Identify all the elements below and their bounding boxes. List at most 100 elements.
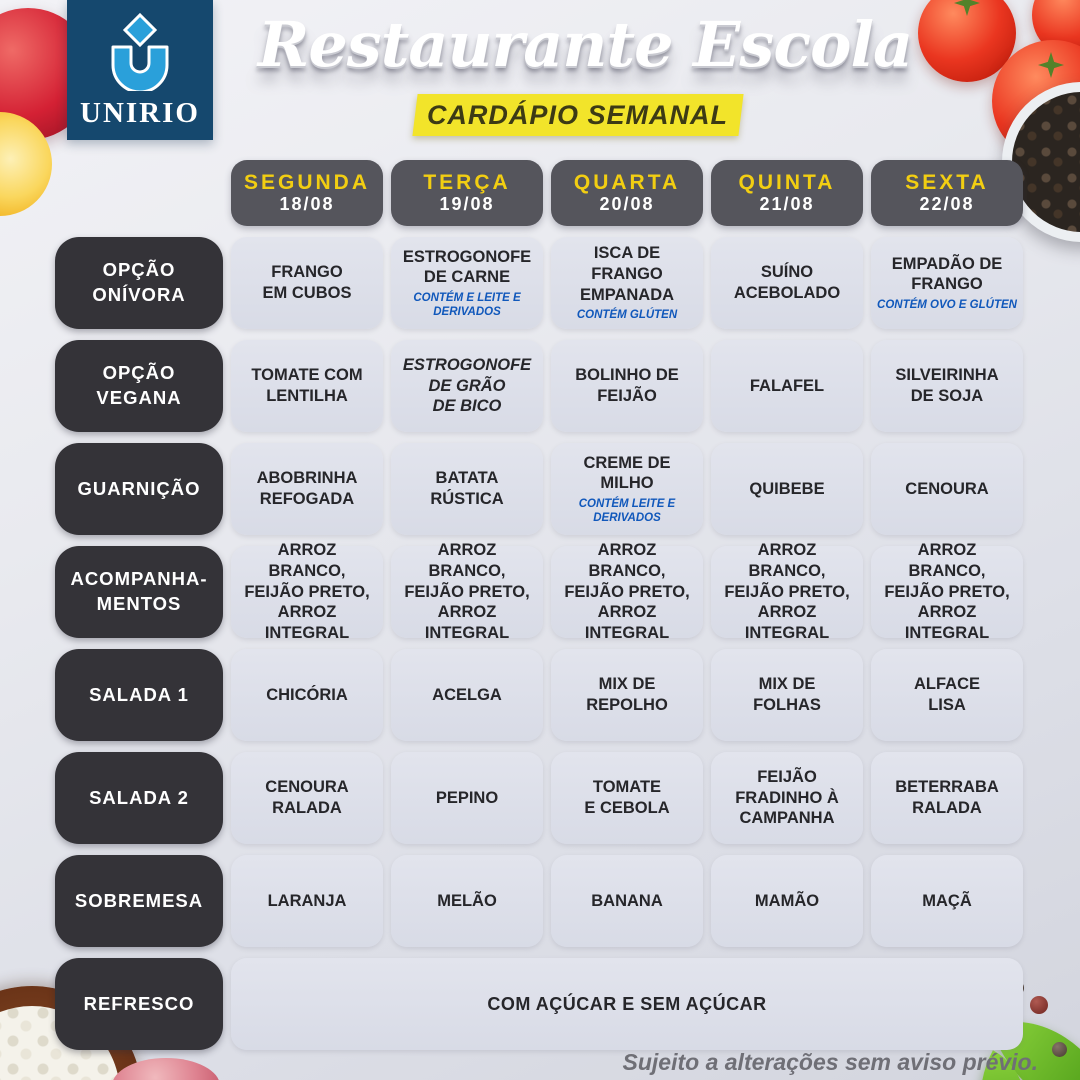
menu-cell-text: PEPINO: [435, 788, 499, 807]
allergen-note: CONTÉM E LEITE E DERIVADOS: [413, 291, 521, 319]
menu-cell: EMPADÃO DE FRANGO CONTÉM OVO E GLÚTEN: [871, 237, 1023, 329]
menu-cell-text: ARROZ BRANCO, FEIJÃO PRETO, ARROZ INTEGR…: [564, 541, 690, 642]
menu-cell: CENOURA RALADA: [231, 752, 383, 844]
menu-cell: LARANJA: [231, 855, 383, 947]
menu-cell: TOMATE E CEBOLA: [551, 752, 703, 844]
menu-cell-text: LARANJA: [267, 891, 347, 910]
menu-cell-text: QUIBEBE: [749, 479, 825, 498]
menu-cell: MELÃO: [391, 855, 543, 947]
menu-cell: BANANA: [551, 855, 703, 947]
menu-cell: ISCA DE FRANGO EMPANADA CONTÉM GLÚTEN: [551, 237, 703, 329]
menu-cell: TOMATE COM LENTILHA: [231, 340, 383, 432]
menu-cell-text: ARROZ BRANCO, FEIJÃO PRETO, ARROZ INTEGR…: [404, 541, 530, 642]
tomato-stem: [954, 0, 980, 16]
menu-cell: MAÇÃ: [871, 855, 1023, 947]
menu-cell: ARROZ BRANCO, FEIJÃO PRETO, ARROZ INTEGR…: [391, 541, 543, 642]
day-name: QUARTA: [573, 170, 681, 194]
menu-cell-text: TOMATE COM LENTILHA: [251, 366, 363, 405]
subtitle-text: CARDÁPIO SEMANAL: [427, 99, 729, 130]
menu-cell: ARROZ BRANCO, FEIJÃO PRETO, ARROZ INTEGR…: [551, 541, 703, 642]
menu-cell: ABOBRINHA REFOGADA: [231, 443, 383, 535]
menu-cell-text: ESTROGONOFE DE CARNE: [402, 247, 532, 287]
menu-cell: ALFACE LISA: [871, 649, 1023, 741]
day-date: 20/08: [599, 193, 655, 214]
menu-cell: SUÍNO ACEBOLADO: [711, 237, 863, 329]
unirio-logo-icon: [111, 13, 169, 91]
day-date: 21/08: [759, 193, 815, 214]
menu-cell-text: BANANA: [591, 891, 663, 910]
menu-cell: BATATA RÚSTICA: [391, 443, 543, 535]
menu-cell-text: MELÃO: [437, 891, 497, 910]
row-label-7: SOBREMESA: [55, 855, 223, 947]
menu-cell-text: ARROZ BRANCO, FEIJÃO PRETO, ARROZ INTEGR…: [724, 541, 850, 642]
menu-cell-text: FRANGO EM CUBOS: [262, 263, 352, 302]
day-date: 22/08: [919, 193, 975, 214]
day-name: SEXTA: [905, 170, 989, 194]
menu-cell-text: CREME DE MILHO: [583, 453, 671, 493]
menu-cell-text: FALAFEL: [749, 376, 825, 395]
row-label-1: OPÇÃO ONÍVORA: [55, 237, 223, 329]
menu-cell-text: SILVEIRINHA DE SOJA: [895, 366, 999, 405]
menu-cell: BOLINHO DE FEIJÃO: [551, 340, 703, 432]
allergen-note: CONTÉM GLÚTEN: [576, 309, 678, 322]
menu-cell-text: ALFACE LISA: [914, 675, 980, 714]
menu-cell-text: MAÇÃ: [922, 891, 972, 910]
menu-cell: FRANGO EM CUBOS: [231, 237, 383, 329]
page-title: Restaurante Escola: [257, 8, 913, 81]
menu-cell-text: ARROZ BRANCO, FEIJÃO PRETO, ARROZ INTEGR…: [884, 541, 1010, 642]
meat-photo: [112, 1058, 220, 1080]
menu-grid: SEGUNDA 18/08 TERÇA 19/08 QUARTA 20/08 QUINTA 2…: [55, 160, 1023, 1050]
menu-cell-text: CENOURA RALADA: [265, 778, 349, 817]
menu-cell: CHICÓRIA: [231, 649, 383, 741]
day-date: 19/08: [439, 193, 495, 214]
tomato-stem: [1038, 52, 1064, 78]
menu-cell-text: FEIJÃO FRADINHO À CAMPANHA: [735, 768, 839, 828]
menu-cell: BETERRABA RALADA: [871, 752, 1023, 844]
menu-cell: ACELGA: [391, 649, 543, 741]
menu-cell-text: ARROZ BRANCO, FEIJÃO PRETO, ARROZ INTEGR…: [244, 541, 370, 642]
menu-cell-text: EMPADÃO DE FRANGO: [891, 254, 1003, 294]
menu-cell-text: BOLINHO DE FEIJÃO: [575, 366, 679, 405]
menu-cell-text: ISCA DE FRANGO EMPANADA: [579, 244, 675, 304]
day-header-4: QUINTA 21/08: [711, 160, 863, 226]
grid-corner-spacer: [55, 160, 223, 226]
menu-cell: CREME DE MILHO CONTÉM LEITE E DERIVADOS: [551, 443, 703, 535]
menu-cell: QUIBEBE: [711, 443, 863, 535]
menu-cell-text: TOMATE E CEBOLA: [584, 778, 670, 817]
menu-cell: MIX DE REPOLHO: [551, 649, 703, 741]
menu-cell-text: SUÍNO ACEBOLADO: [733, 263, 841, 302]
day-header-2: TERÇA 19/08: [391, 160, 543, 226]
menu-cell: ESTROGONOFE DE GRÃO DE BICO: [391, 340, 543, 432]
menu-cell-text: COM AÇÚCAR E SEM AÇÚCAR: [487, 993, 767, 1014]
menu-cell-text: ACELGA: [432, 685, 502, 704]
menu-cell-text: CENOURA: [905, 479, 989, 498]
menu-cell: FEIJÃO FRADINHO À CAMPANHA: [711, 752, 863, 844]
menu-cell-text: MIX DE REPOLHO: [586, 675, 668, 714]
menu-cell: MAMÃO: [711, 855, 863, 947]
footer-disclaimer: Sujeito a alterações sem aviso prévio.: [622, 1049, 1038, 1075]
menu-cell: CENOURA: [871, 443, 1023, 535]
day-header-1: SEGUNDA 18/08: [231, 160, 383, 226]
row-label-3: GUARNIÇÃO: [55, 443, 223, 535]
unirio-logo-text: UNIRIO: [80, 97, 200, 129]
day-date: 18/08: [279, 193, 335, 214]
day-name: TERÇA: [423, 170, 511, 194]
tomato-photo: [918, 0, 1016, 82]
menu-cell: FALAFEL: [711, 340, 863, 432]
day-name: SEGUNDA: [243, 170, 370, 194]
menu-cell-text: MAMÃO: [754, 891, 820, 910]
menu-cell: SILVEIRINHA DE SOJA: [871, 340, 1023, 432]
row-label-6: SALADA 2: [55, 752, 223, 844]
menu-cell: ARROZ BRANCO, FEIJÃO PRETO, ARROZ INTEGR…: [711, 541, 863, 642]
peppercorn: [1052, 1042, 1067, 1057]
menu-cell: MIX DE FOLHAS: [711, 649, 863, 741]
row-label-8: REFRESCO: [55, 958, 223, 1050]
day-name: QUINTA: [738, 170, 836, 194]
row-label-2: OPÇÃO VEGANA: [55, 340, 223, 432]
menu-cell-text: BETERRABA RALADA: [895, 778, 999, 817]
subtitle-banner: CARDÁPIO SEMANAL: [412, 94, 744, 136]
allergen-note: CONTÉM OVO E GLÚTEN: [877, 298, 1017, 311]
day-header-5: SEXTA 22/08: [871, 160, 1023, 226]
day-header-3: QUARTA 20/08: [551, 160, 703, 226]
